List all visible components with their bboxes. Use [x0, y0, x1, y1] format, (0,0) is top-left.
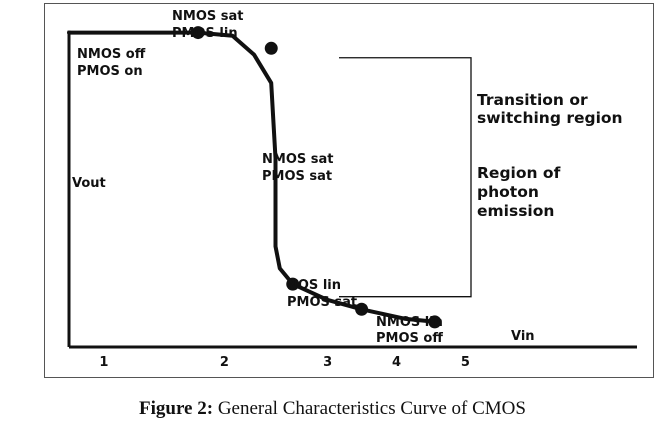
annotation-nmos-lin-line1: NMOS lin [376, 315, 443, 330]
annotation-mid-line1: NMOS sat [262, 152, 333, 167]
annotation-pmos-lin-line2: PMOS lin [172, 26, 238, 41]
emission-label-line1: Region of [477, 164, 561, 182]
chart: 1234512345 Vout Vin NMOS off PMOS on NMO… [67, 9, 637, 370]
curve-marker [191, 26, 205, 40]
curve-marker [286, 277, 300, 291]
x-axis-label: Vin [511, 329, 535, 344]
emission-label-line3: emission [477, 202, 554, 220]
annotation-pmos-sat-line2: PMOS sat [287, 295, 357, 310]
curve-marker [355, 302, 369, 316]
transition-label-line2: switching region [477, 109, 623, 127]
transition-label-line1: Transition or [477, 91, 588, 109]
curve-marker [428, 315, 442, 329]
x-tick-label: 5 [461, 355, 470, 370]
figure-frame: 1234512345 Vout Vin NMOS off PMOS on NMO… [44, 3, 654, 378]
emission-label-line2: photon [477, 183, 539, 201]
annotation-pmos-off-line2: PMOS off [376, 331, 443, 346]
x-tick-label: 1 [99, 355, 108, 370]
x-tick-label: 4 [392, 355, 401, 370]
caption-prefix: Figure 2: [139, 398, 214, 419]
annotation-nmos-sat-line1: NMOS sat [172, 9, 243, 24]
annotation-pmos-on-line2: PMOS on [77, 64, 143, 79]
tick-labels: 1234512345 [99, 355, 470, 370]
caption-text: General Characteristics Curve of CMOS [217, 398, 526, 419]
region-bracket [339, 57, 472, 298]
curve-markers [191, 26, 442, 329]
curve-marker [264, 41, 278, 55]
annotation-nmos-off-line1: NMOS off [77, 47, 146, 62]
axes [67, 30, 637, 349]
annotation-nos-lin-line1: NOS lin [287, 278, 341, 293]
x-tick-label: 2 [220, 355, 229, 370]
figure-caption: Figure 2: General Characteristics Curve … [0, 398, 665, 420]
annotation-mid-line2: PMOS sat [262, 169, 332, 184]
y-axis-label: Vout [72, 176, 106, 191]
x-tick-label: 3 [323, 355, 332, 370]
